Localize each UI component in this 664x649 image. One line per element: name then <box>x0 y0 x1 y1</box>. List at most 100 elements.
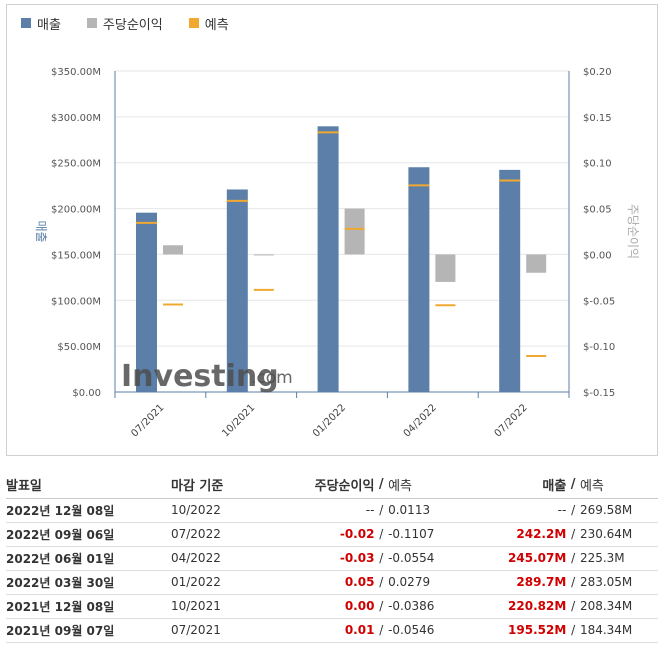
cell-eps: 0.05 <box>286 570 375 595</box>
cell-eps: 0.01 <box>286 618 375 643</box>
left-tick-label: $50.00M <box>57 342 101 353</box>
cell-period: 04/2022 <box>170 546 287 571</box>
right-tick-label: $0.15 <box>583 113 612 124</box>
cell-date: 2022년 09월 06일 <box>6 522 171 547</box>
eps-bar <box>344 208 365 255</box>
cell-period: 07/2021 <box>170 618 287 643</box>
cell-rev-forecast: 208.34M <box>579 594 658 619</box>
header-date[interactable]: 발표일 <box>6 472 171 499</box>
category-label: 04/2022 <box>402 402 439 439</box>
cell-rev-forecast: 230.64M <box>579 522 658 547</box>
left-tick-label: $100.00M <box>51 296 101 307</box>
cell-rev-sep: / <box>566 498 580 523</box>
header-eps[interactable]: 주당순이익 <box>286 472 375 499</box>
left-tick-label: $0.00 <box>72 388 101 399</box>
table-row: 2022년 09월 06일 07/2022 -0.02/-0.1107 242.2M /… <box>6 522 658 547</box>
cell-period: 07/2022 <box>170 522 287 547</box>
header-eps-forecast: 예측 <box>388 472 472 499</box>
cell-date: 2022년 06월 01일 <box>6 546 171 571</box>
cell-date: 2021년 12월 08일 <box>6 594 171 619</box>
legend-item-eps[interactable]: 주당순이익 <box>86 14 163 33</box>
right-axis-title: 주당순이익 <box>626 204 640 259</box>
cell-period: 10/2022 <box>170 498 287 523</box>
cell-eps-sep: / <box>374 546 389 571</box>
header-revenue[interactable]: 매출 <box>471 472 567 499</box>
header-rev-sep: / <box>566 472 580 499</box>
legend-label-forecast: 예측 <box>204 17 229 33</box>
cell-revenue: 220.82M <box>471 594 567 619</box>
legend-swatch-eps <box>86 18 97 28</box>
cell-rev-forecast: 184.34M <box>579 618 658 643</box>
cell-period: 10/2021 <box>170 594 287 619</box>
header-rev-forecast: 예측 <box>579 472 658 499</box>
legend-swatch-forecast <box>188 18 199 28</box>
revenue-bar <box>226 189 248 392</box>
legend-item-revenue[interactable]: 매출 <box>21 14 61 33</box>
right-tick-label: $0.05 <box>583 205 612 216</box>
cell-revenue: -- <box>471 498 567 523</box>
table-row: 2021년 12월 08일 10/2021 0.00/-0.0386 220.82M /… <box>6 594 658 619</box>
cell-rev-sep: / <box>566 570 580 595</box>
left-tick-label: $150.00M <box>51 250 101 261</box>
cell-eps-forecast: -0.0546 <box>388 618 472 643</box>
legend-label-revenue: 매출 <box>37 17 61 33</box>
left-tick-label: $300.00M <box>51 113 101 124</box>
right-tick-label: $-0.10 <box>583 342 615 353</box>
eps-bar <box>253 254 274 256</box>
cell-eps-forecast: -0.0386 <box>388 594 472 619</box>
cell-rev-forecast: 269.58M <box>579 498 658 523</box>
table-row: 2022년 06월 01일 04/2022 -0.03/-0.0554 245.07M… <box>6 546 658 571</box>
chart-plot: $0.00 $50.00M $100.00M $150.00M $200.00M $250… <box>34 67 640 439</box>
eps-bar <box>526 254 547 273</box>
cell-rev-forecast: 225.3M <box>579 546 658 571</box>
chart-legend: 매출 주당순이익 예측 <box>21 13 255 33</box>
header-period[interactable]: 마감 기준 <box>170 472 287 499</box>
category-label: 07/2021 <box>129 402 166 439</box>
cell-date: 2022년 12월 08일 <box>6 498 171 523</box>
cell-revenue: 245.07M <box>471 546 567 571</box>
cell-eps: -0.02 <box>286 522 375 547</box>
cell-rev-sep: / <box>566 618 580 643</box>
category-label: 10/2021 <box>220 402 257 439</box>
cell-date: 2021년 09월 07일 <box>6 618 171 643</box>
cell-eps-forecast: 0.0279 <box>388 570 472 595</box>
cell-eps: -0.03 <box>286 546 375 571</box>
table-row: 2021년 09월 07일 07/2021 0.01/-0.0546 195.52M /… <box>6 618 658 643</box>
right-tick-label: $-0.15 <box>583 388 615 399</box>
cell-date: 2022년 03월 30일 <box>6 570 171 595</box>
cell-eps-forecast: -0.0554 <box>388 546 472 571</box>
legend-swatch-revenue <box>21 18 31 28</box>
header-eps-sep: / <box>374 472 389 499</box>
cell-eps: 0.00 <box>286 594 375 619</box>
table-row: 2022년 12월 08일 10/2022 --/0.0113 --/269.58M <box>6 498 658 523</box>
cell-revenue: 289.7M <box>471 570 567 595</box>
table-header-row: 발표일 마감 기준 주당순이익 / 예측 매출 / 예측 <box>6 472 658 499</box>
revenue-bar <box>408 167 430 392</box>
cell-eps-sep: / <box>374 498 389 523</box>
revenue-bar <box>499 169 521 392</box>
left-axis-title: 매출 <box>34 220 48 242</box>
table-row: 2022년 03월 30일 01/2022 0.05/0.0279 289.7M/28… <box>6 570 658 595</box>
right-tick-label: $-0.05 <box>583 296 615 307</box>
cell-period: 01/2022 <box>170 570 287 595</box>
right-tick-label: $0.20 <box>583 67 612 78</box>
legend-label-eps: 주당순이익 <box>102 17 163 33</box>
cell-eps-forecast: -0.1107 <box>388 522 472 547</box>
investing-watermark-suffix: .com <box>251 368 293 388</box>
right-tick-label: $0.10 <box>583 159 612 170</box>
cell-revenue: 242.2M <box>471 522 567 547</box>
earnings-chart-panel: 매출 주당순이익 예측 $0.00 $50.00M $100.00M $150.00M… <box>6 4 658 456</box>
cell-rev-sep: / <box>566 546 580 571</box>
left-tick-label: $250.00M <box>51 159 101 170</box>
left-tick-label: $200.00M <box>51 205 101 216</box>
cell-eps-sep: / <box>374 570 389 595</box>
cell-eps: -- <box>286 498 375 523</box>
revenue-bar <box>136 212 157 392</box>
cell-eps-forecast: 0.0113 <box>388 498 472 523</box>
legend-item-forecast[interactable]: 예측 <box>188 14 229 33</box>
eps-bar <box>435 254 456 282</box>
right-tick-label: $0.00 <box>583 250 612 261</box>
cell-rev-sep: / <box>566 522 580 547</box>
cell-rev-forecast: 283.05M <box>579 570 658 595</box>
revenue-bar <box>317 126 339 392</box>
